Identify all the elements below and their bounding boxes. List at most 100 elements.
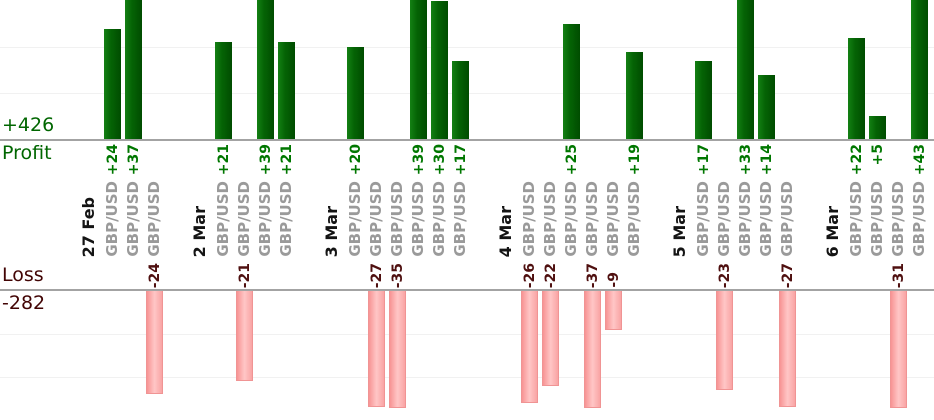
date-group: 4 Mar -26 GBP/USD -22 GBP/USD +25 GBP/USD -37 GB… [493, 0, 645, 420]
loss-value-label-wrap: -27 [366, 263, 387, 288]
instrument-label: GBP/USD [694, 181, 712, 257]
profit-value-label-wrap: +39 [255, 144, 276, 175]
trade-column: +17 GBP/USD [450, 0, 471, 420]
date-column: 2 Mar [187, 0, 213, 420]
loss-value-label: -23 [716, 262, 733, 288]
profit-bar [215, 42, 232, 139]
date-label-wrap: 4 Mar [493, 206, 519, 257]
profit-bar [410, 0, 427, 139]
profit-value-label: +21 [215, 144, 232, 176]
date-column: 3 Mar [319, 0, 345, 420]
trade-column: -22 GBP/USD [540, 0, 561, 420]
date-label: 4 Mar [496, 205, 515, 257]
instrument-label-wrap: GBP/USD [624, 181, 645, 257]
profit-bar [257, 0, 274, 139]
profit-axis-line [0, 139, 934, 141]
profit-value-label-wrap: +5 [867, 144, 888, 165]
instrument-label: GBP/USD [757, 181, 775, 257]
instrument-label: GBP/USD [604, 181, 622, 257]
trade-column: +21 GBP/USD [276, 0, 297, 420]
profit-value-label: +30 [431, 144, 448, 176]
instrument-label-wrap: GBP/USD [255, 181, 276, 257]
profit-bar [125, 0, 142, 139]
instrument-label: GBP/USD [430, 181, 448, 257]
loss-bar [521, 291, 538, 403]
instrument-label-wrap: GBP/USD [366, 181, 387, 257]
loss-value-label-wrap: -23 [714, 263, 735, 288]
instrument-label: GBP/USD [715, 181, 733, 257]
instrument-label-wrap: GBP/USD [276, 181, 297, 257]
instrument-label: GBP/USD [103, 181, 121, 257]
loss-value-label-wrap: -37 [582, 263, 603, 288]
profit-value-label-wrap: +33 [735, 144, 756, 175]
trade-column: +43 GBP/USD [909, 0, 930, 420]
loss-bar [890, 291, 907, 408]
loss-axis-line [0, 289, 934, 291]
profit-value-label: +37 [125, 144, 142, 176]
instrument-label-wrap: GBP/USD [603, 181, 624, 257]
instrument-label: GBP/USD [562, 181, 580, 257]
profit-value-label: +43 [911, 144, 928, 176]
instrument-label: GBP/USD [889, 181, 907, 257]
loss-value-label: -21 [236, 262, 253, 288]
loss-value-label-wrap: -21 [234, 263, 255, 288]
date-column: 4 Mar [493, 0, 519, 420]
loss-bar [584, 291, 601, 408]
trade-column: -31 GBP/USD [888, 0, 909, 420]
profit-value-label: +24 [104, 144, 121, 176]
loss-value-label-wrap: -26 [519, 263, 540, 288]
loss-value-label: -27 [368, 262, 385, 288]
instrument-label: GBP/USD [541, 181, 559, 257]
trade-column: +5 GBP/USD [867, 0, 888, 420]
trade-column: +39 GBP/USD [408, 0, 429, 420]
loss-value-label: -27 [779, 262, 796, 288]
instrument-label: GBP/USD [583, 181, 601, 257]
instrument-label: GBP/USD [625, 181, 643, 257]
loss-section-label: Loss [2, 264, 44, 286]
profit-value-label-wrap: +22 [846, 144, 867, 175]
trade-column: +24 GBP/USD [102, 0, 123, 420]
loss-value-label: -35 [389, 262, 406, 288]
instrument-label-wrap: GBP/USD [888, 181, 909, 257]
trade-column: +25 GBP/USD [561, 0, 582, 420]
loss-value-label: -37 [584, 262, 601, 288]
profit-bar [758, 75, 775, 139]
profit-value-label: +17 [452, 144, 469, 176]
trade-column: -23 GBP/USD [714, 0, 735, 420]
profit-value-label: +22 [848, 144, 865, 176]
profit-value-label-wrap: +17 [450, 144, 471, 175]
date-label: 5 Mar [670, 205, 689, 257]
loss-bar [146, 291, 163, 394]
profit-bar [563, 24, 580, 139]
profit-value-label-wrap: +37 [123, 144, 144, 175]
trade-column: +22 GBP/USD [846, 0, 867, 420]
loss-bar [236, 291, 253, 381]
loss-gridline-20 [0, 377, 934, 378]
instrument-label: GBP/USD [868, 181, 886, 257]
profit-section-label: Profit [2, 142, 52, 164]
instrument-label-wrap: GBP/USD [846, 181, 867, 257]
profit-value-label: +20 [347, 144, 364, 176]
instrument-label-wrap: GBP/USD [582, 181, 603, 257]
instrument-label: GBP/USD [235, 181, 253, 257]
trade-column: -35 GBP/USD [387, 0, 408, 420]
date-label-wrap: 3 Mar [319, 206, 345, 257]
profit-value-label-wrap: +24 [102, 144, 123, 175]
date-label-wrap: 5 Mar [667, 206, 693, 257]
instrument-label: GBP/USD [451, 181, 469, 257]
profit-value-label-wrap: +21 [213, 144, 234, 175]
instrument-label-wrap: GBP/USD [387, 181, 408, 257]
loss-value-label: -26 [521, 262, 538, 288]
instrument-label-wrap: GBP/USD [909, 181, 930, 257]
profit-value-label: +17 [695, 144, 712, 176]
trade-column: -26 GBP/USD [519, 0, 540, 420]
instrument-label-wrap: GBP/USD [777, 181, 798, 257]
instrument-label-wrap: GBP/USD [756, 181, 777, 257]
instrument-label-wrap: GBP/USD [123, 181, 144, 257]
profit-value-label-wrap: +19 [624, 144, 645, 175]
profit-value-label: +33 [737, 144, 754, 176]
profit-value-label-wrap: +30 [429, 144, 450, 175]
date-label-wrap: 27 Feb [76, 197, 102, 257]
date-group: 3 Mar +20 GBP/USD -27 GBP/USD -35 GBP/USD +39 GB… [319, 0, 471, 420]
